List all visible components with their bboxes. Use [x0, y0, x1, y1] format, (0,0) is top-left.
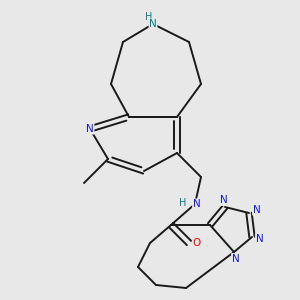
Text: H: H [179, 197, 186, 208]
Text: N: N [256, 233, 263, 244]
Text: N: N [149, 19, 157, 29]
Text: N: N [232, 254, 239, 264]
Text: N: N [193, 199, 200, 209]
Text: H: H [145, 11, 152, 22]
Text: N: N [220, 195, 227, 206]
Text: O: O [192, 238, 201, 248]
Text: N: N [253, 205, 260, 215]
Text: N: N [86, 124, 94, 134]
